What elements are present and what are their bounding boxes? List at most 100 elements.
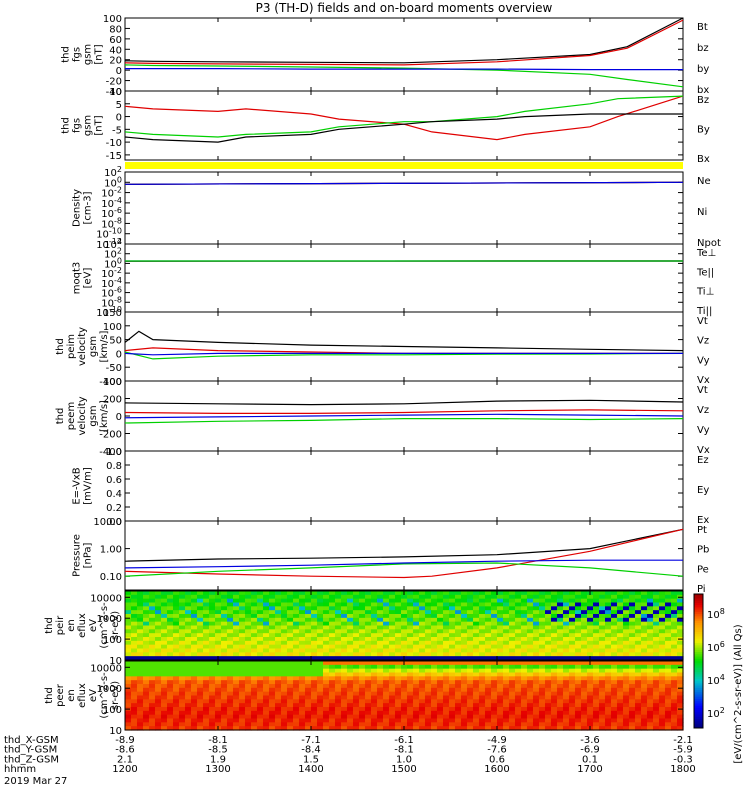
heatmap-cell <box>179 602 186 607</box>
heatmap-cell <box>557 661 564 666</box>
panel-10: 10000100010010thdpeerenefluxeV(cm^2-s-sr… <box>44 660 684 737</box>
heatmap-cell <box>209 621 216 627</box>
heatmap-cell <box>593 699 600 704</box>
heatmap-cell <box>347 695 354 700</box>
heatmap-cell <box>269 606 276 611</box>
heatmap-cell <box>605 598 612 604</box>
heatmap-cell <box>389 656 396 661</box>
heatmap-cell <box>275 710 282 716</box>
heatmap-cell <box>293 629 300 634</box>
heatmap-cell <box>479 695 486 700</box>
heatmap-cell <box>167 710 174 716</box>
heatmap-cell <box>299 718 306 723</box>
heatmap-cell <box>131 664 138 670</box>
heatmap-cell <box>389 684 396 689</box>
heatmap-cell <box>311 598 318 604</box>
heatmap-cell <box>329 718 336 723</box>
heatmap-cell <box>221 718 228 723</box>
heatmap-cell <box>335 676 342 681</box>
heatmap-cell <box>647 718 654 723</box>
heatmap-cell <box>503 614 510 619</box>
heatmap-cell <box>671 695 678 700</box>
heatmap-cell <box>521 676 528 681</box>
heatmap-cell <box>605 695 612 700</box>
heatmap-cell <box>605 594 612 600</box>
y-tick-label: -200 <box>99 430 122 441</box>
heatmap-cell <box>215 652 222 657</box>
heatmap-cell <box>251 625 258 630</box>
heatmap-cell <box>677 668 684 674</box>
heatmap-cell <box>593 676 600 681</box>
heatmap-cell <box>275 610 282 615</box>
heatmap-cell <box>263 661 270 666</box>
heatmap-cell <box>407 633 414 638</box>
heatmap-cell <box>407 710 414 716</box>
heatmap-cell <box>569 640 576 646</box>
heatmap-cell <box>227 664 234 670</box>
heatmap-cell <box>269 656 276 661</box>
heatmap-cell <box>533 699 540 704</box>
heatmap-cell <box>515 699 522 704</box>
heatmap-cell <box>329 687 336 693</box>
heatmap-cell <box>335 718 342 723</box>
heatmap-cell <box>467 621 474 627</box>
heatmap-cell <box>197 614 204 619</box>
heatmap-cell <box>545 625 552 630</box>
heatmap-cell <box>209 664 216 670</box>
colorbar-cell <box>694 627 703 631</box>
heatmap-cell <box>137 602 144 607</box>
heatmap-cell <box>323 614 330 619</box>
colorbar-cell <box>694 620 703 624</box>
y-axis-label: thdpeerenefluxeV(cm^2-s-sr-eV) <box>44 672 121 719</box>
heatmap-cell <box>287 621 294 627</box>
heatmap-cell <box>365 602 372 607</box>
heatmap-cell <box>131 699 138 704</box>
heatmap-cell <box>527 591 534 596</box>
heatmap-cell <box>557 602 564 607</box>
y-tick-label: 10-4 <box>101 276 122 290</box>
heatmap-cell <box>677 606 684 611</box>
heatmap-cell <box>497 699 504 704</box>
heatmap-cell <box>371 691 378 697</box>
colorbar-cell <box>694 647 703 651</box>
y-axis-label: thdfgsgsm[nT] <box>61 115 105 136</box>
heatmap-cell <box>413 714 420 720</box>
heatmap-cell <box>395 695 402 700</box>
heatmap-cell <box>257 610 264 615</box>
heatmap-cell <box>185 699 192 704</box>
heatmap-cell <box>575 664 582 670</box>
heatmap-cell <box>215 672 222 677</box>
heatmap-cell <box>395 722 402 727</box>
heatmap-cell <box>479 726 486 731</box>
heatmap-cell <box>281 625 288 630</box>
heatmap-cell <box>647 594 654 600</box>
heatmap-cell <box>131 680 138 685</box>
heatmap-cell <box>635 598 642 604</box>
heatmap-cell <box>605 726 612 731</box>
heatmap-cell <box>431 661 438 666</box>
heatmap-cell <box>413 722 420 727</box>
heatmap-cell <box>455 656 462 661</box>
heatmap-cell <box>401 637 408 642</box>
heatmap-cell <box>125 703 132 708</box>
heatmap-cell <box>281 644 288 650</box>
heatmap-cell <box>659 695 666 700</box>
heatmap-cell <box>245 594 252 600</box>
heatmap-cell <box>221 598 228 604</box>
heatmap-cell <box>455 591 462 596</box>
heatmap-cell <box>527 695 534 700</box>
heatmap-cell <box>215 648 222 653</box>
heatmap-cell <box>239 633 246 638</box>
heatmap-cell <box>509 591 516 596</box>
heatmap-cell <box>131 656 138 661</box>
heatmap-cell <box>659 637 666 642</box>
heatmap-cell <box>335 598 342 604</box>
heatmap-cell <box>287 661 294 666</box>
heatmap-cell <box>653 621 660 627</box>
heatmap-cell <box>371 625 378 630</box>
heatmap-cell <box>185 661 192 666</box>
heatmap-cell <box>509 722 516 727</box>
heatmap-cell <box>269 707 276 712</box>
heatmap-cell <box>677 710 684 716</box>
heatmap-cell <box>353 606 360 611</box>
